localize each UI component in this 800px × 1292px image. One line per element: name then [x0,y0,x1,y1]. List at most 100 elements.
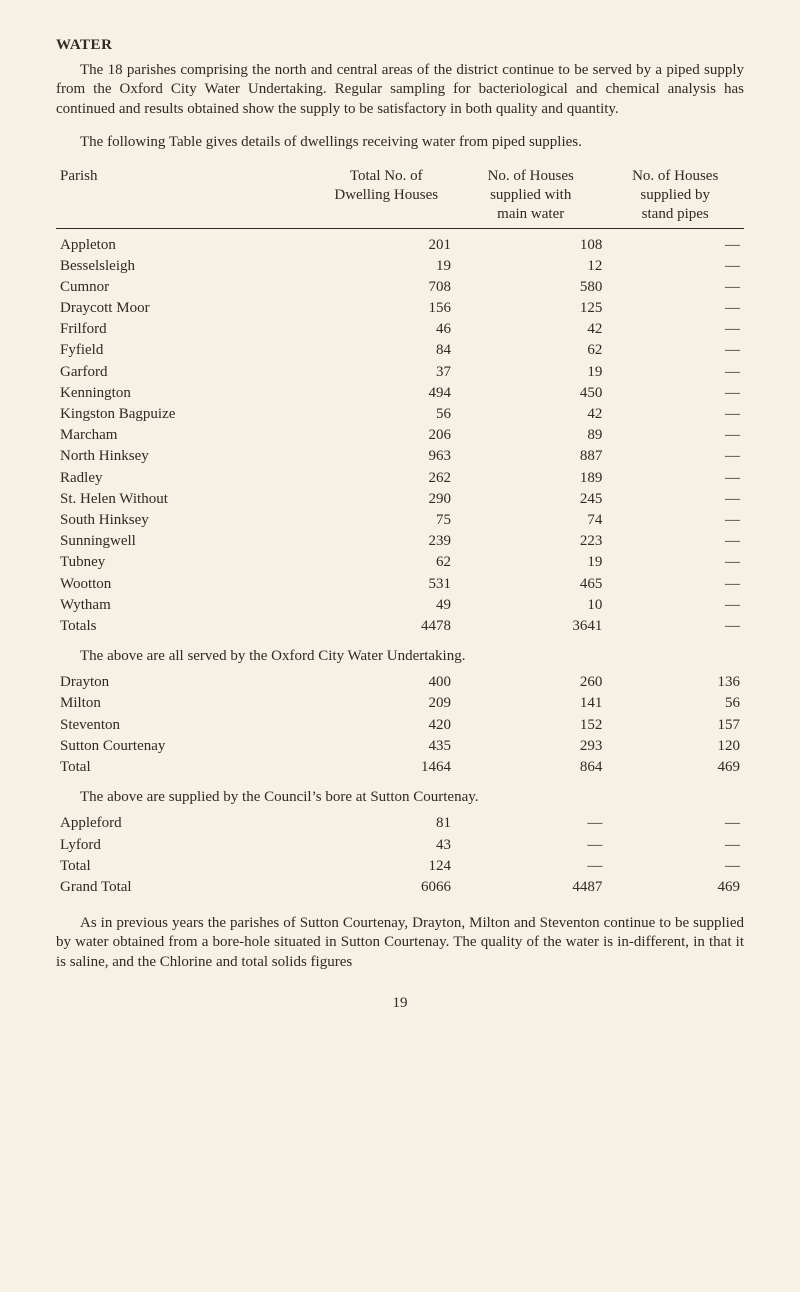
cell-stand: 157 [606,715,744,736]
cell-parish: Lyford [56,835,317,856]
table-row: Sunningwell239223— [56,531,744,552]
cell-stand: — [606,383,744,404]
cell-total: 201 [317,235,455,256]
cell-total: 56 [317,404,455,425]
cell-main: 89 [455,425,606,446]
cell-parish: Sunningwell [56,531,317,552]
cell-parish: Wytham [56,595,317,616]
water-table-section1-total: Totals 4478 3641 — [56,616,744,637]
table-row: South Hinksey7574— [56,510,744,531]
cell-parish: St. Helen Without [56,489,317,510]
totals-stand: 469 [606,757,744,778]
cell-total: 206 [317,425,455,446]
water-table-section1: Appleton201108—Besselsleigh1912—Cumnor70… [56,235,744,616]
cell-parish: Radley [56,468,317,489]
cell-parish: Cumnor [56,277,317,298]
cell-parish: Appleford [56,813,317,834]
water-table-header: Parish Total No. of Dwelling Houses No. … [56,166,744,226]
water-table-section3-total: Total 124 — — Grand Total 6066 4487 469 [56,856,744,898]
cell-stand: — [606,574,744,595]
cell-stand: — [606,277,744,298]
cell-main: 74 [455,510,606,531]
cell-main: 245 [455,489,606,510]
totals-label: Total [56,856,317,877]
cell-main: 19 [455,362,606,383]
table-row: Lyford43—— [56,835,744,856]
totals-stand: — [606,856,744,877]
table-row: Wootton531465— [56,574,744,595]
cell-main: 19 [455,552,606,573]
cell-main: — [455,813,606,834]
totals-total: 124 [317,856,455,877]
paragraph-table-lead: The following Table gives details of dwe… [56,133,744,152]
cell-parish: Milton [56,693,317,714]
table-row: Appleford81—— [56,813,744,834]
table-row: Fyfield8462— [56,340,744,361]
cell-main: 10 [455,595,606,616]
cell-parish: Kennington [56,383,317,404]
cell-stand: — [606,425,744,446]
table-row: Sutton Courtenay435293120 [56,736,744,757]
cell-stand: 56 [606,693,744,714]
table-row: Tubney6219— [56,552,744,573]
cell-total: 46 [317,319,455,340]
cell-main: 189 [455,468,606,489]
cell-total: 156 [317,298,455,319]
col-main-header: No. of Houses supplied with main water [455,166,606,226]
cell-stand: — [606,319,744,340]
cell-main: 465 [455,574,606,595]
cell-total: 209 [317,693,455,714]
cell-stand: 136 [606,672,744,693]
cell-parish: Marcham [56,425,317,446]
table-row: Wytham4910— [56,595,744,616]
cell-total: 62 [317,552,455,573]
cell-stand: — [606,340,744,361]
table-row: Steventon420152157 [56,715,744,736]
cell-total: 262 [317,468,455,489]
cell-total: 19 [317,256,455,277]
grand-total-label: Grand Total [56,877,317,898]
table-row: Marcham20689— [56,425,744,446]
water-table-section2: Drayton400260136Milton20914156Steventon4… [56,672,744,757]
col-parish-header: Parish [56,166,317,226]
cell-main: 293 [455,736,606,757]
cell-stand: — [606,235,744,256]
cell-main: 223 [455,531,606,552]
totals-main: 864 [455,757,606,778]
paragraph-footer: As in previous years the parishes of Sut… [56,914,744,972]
totals-main: 3641 [455,616,606,637]
paragraph-intro: The 18 parishes comprising the north and… [56,61,744,119]
cell-total: 420 [317,715,455,736]
cell-parish: Drayton [56,672,317,693]
table-row: St. Helen Without290245— [56,489,744,510]
cell-main: 125 [455,298,606,319]
table-row: North Hinksey963887— [56,446,744,467]
cell-main: 450 [455,383,606,404]
cell-total: 708 [317,277,455,298]
section-note-2: The above are supplied by the Council’s … [56,788,744,807]
cell-parish: Kingston Bagpuize [56,404,317,425]
table-row: Milton20914156 [56,693,744,714]
section-heading: WATER [56,36,744,55]
cell-total: 435 [317,736,455,757]
cell-stand: — [606,595,744,616]
header-rule [56,228,744,229]
table-row: Besselsleigh1912— [56,256,744,277]
cell-stand: — [606,256,744,277]
page-number: 19 [56,994,744,1013]
cell-stand: — [606,362,744,383]
totals-label: Total [56,757,317,778]
cell-parish: Sutton Courtenay [56,736,317,757]
table-row: Garford3719— [56,362,744,383]
cell-total: 400 [317,672,455,693]
cell-main: 580 [455,277,606,298]
table-row: Frilford4642— [56,319,744,340]
cell-parish: Frilford [56,319,317,340]
cell-total: 84 [317,340,455,361]
table-row: Appleton201108— [56,235,744,256]
cell-total: 75 [317,510,455,531]
cell-main: 260 [455,672,606,693]
cell-stand: — [606,298,744,319]
cell-parish: Fyfield [56,340,317,361]
totals-main: — [455,856,606,877]
